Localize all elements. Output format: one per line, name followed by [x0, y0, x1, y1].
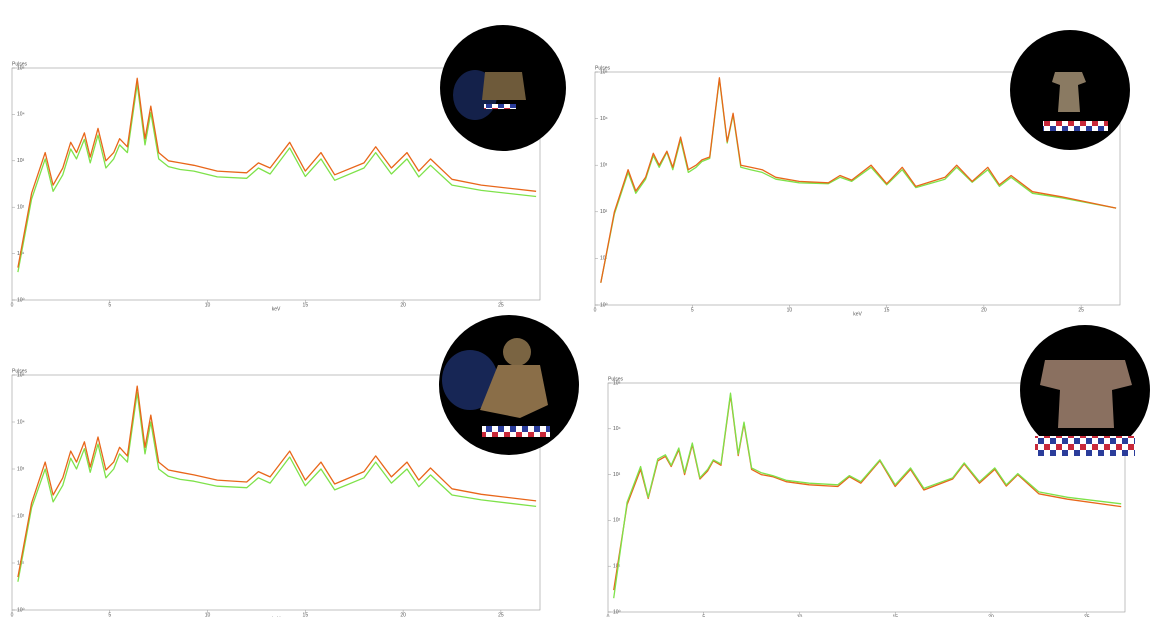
- page: PulseskeV051015202510⁰10¹10²10³10⁴10⁵Pul…: [0, 0, 1155, 617]
- y-tick-label: 10⁴: [600, 116, 608, 122]
- x-tick-label: 20: [400, 302, 406, 308]
- y-tick-label: 10⁰: [17, 607, 25, 613]
- y-tick-label: 10⁰: [613, 609, 621, 615]
- y-tick-label: 10³: [17, 158, 25, 164]
- x-tick-label: 0: [594, 307, 597, 313]
- y-tick-label: 10⁵: [613, 380, 621, 386]
- y-tick-label: 10⁰: [600, 302, 608, 308]
- y-tick-label: 10³: [613, 472, 621, 478]
- x-tick-label: 25: [1078, 307, 1084, 313]
- x-tick-label: 5: [108, 612, 111, 617]
- y-tick-label: 10⁵: [600, 69, 608, 75]
- x-tick-label: 25: [498, 612, 504, 617]
- x-tick-label: 20: [981, 307, 987, 313]
- figure: PulseskeV051015202510⁰10¹10²10³10⁴10⁵Pul…: [0, 0, 1155, 617]
- y-tick-label: 10²: [17, 513, 25, 519]
- y-tick-label: 10³: [600, 163, 608, 169]
- x-axis-label: keV: [853, 311, 862, 317]
- x-axis-label: keV: [272, 306, 281, 312]
- y-tick-label: 10²: [17, 205, 25, 211]
- x-tick-label: 0: [11, 302, 14, 308]
- x-tick-label: 0: [11, 612, 14, 617]
- x-tick-label: 10: [205, 302, 211, 308]
- y-tick-label: 10³: [17, 466, 25, 472]
- photo: [1020, 325, 1150, 456]
- x-tick-label: 5: [108, 302, 111, 308]
- y-tick-label: 10⁴: [17, 419, 25, 425]
- x-tick-label: 15: [884, 307, 890, 313]
- x-tick-label: 15: [303, 612, 309, 617]
- y-tick-label: 10²: [613, 518, 621, 524]
- x-tick-label: 20: [400, 612, 406, 617]
- y-tick-label: 10⁴: [613, 426, 621, 432]
- y-tick-label: 10⁰: [17, 297, 25, 303]
- x-tick-label: 25: [498, 302, 504, 308]
- y-tick-label: 10⁵: [17, 372, 25, 378]
- x-tick-label: 10: [787, 307, 793, 313]
- y-tick-label: 10²: [600, 209, 608, 215]
- y-tick-label: 10⁵: [17, 65, 25, 71]
- photo: [439, 315, 579, 455]
- x-tick-label: 10: [205, 612, 211, 617]
- photo: [440, 25, 566, 151]
- y-tick-label: 10⁴: [17, 112, 25, 118]
- x-tick-label: 15: [303, 302, 309, 308]
- photo: [1010, 30, 1130, 150]
- x-tick-label: 5: [691, 307, 694, 313]
